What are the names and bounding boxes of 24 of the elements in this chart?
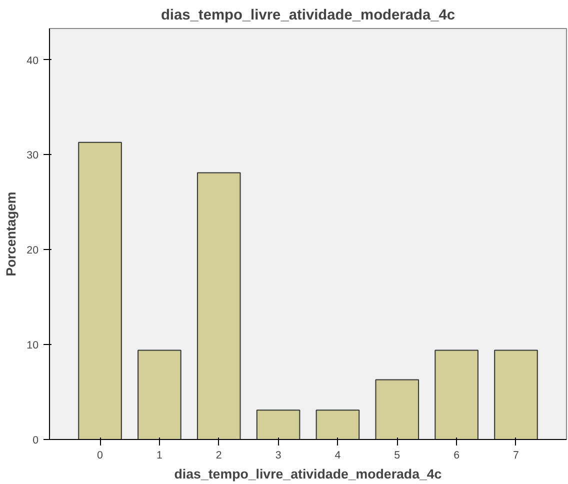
y-tick-label: 20 bbox=[26, 244, 39, 257]
x-tick-label: 5 bbox=[394, 450, 400, 462]
y-tick-label: 30 bbox=[26, 150, 39, 162]
x-axis-title: dias_tempo_livre_atividade_moderada_4c bbox=[174, 466, 442, 482]
x-tick-label: 7 bbox=[513, 450, 520, 462]
bar bbox=[375, 379, 420, 440]
bar bbox=[138, 350, 182, 440]
chart-title: dias_tempo_livre_atividade_moderada_4c bbox=[160, 8, 456, 24]
x-tick-label: 2 bbox=[216, 450, 222, 462]
y-tick-label: 10 bbox=[26, 340, 39, 352]
x-tick-label: 0 bbox=[97, 450, 104, 462]
bar bbox=[196, 172, 241, 440]
bar bbox=[494, 350, 538, 440]
x-tick-label: 6 bbox=[454, 450, 460, 462]
bar bbox=[434, 350, 478, 440]
x-tick-label: 1 bbox=[156, 450, 162, 462]
x-tick-label: 4 bbox=[334, 450, 341, 462]
x-tick-label: 3 bbox=[275, 450, 282, 462]
y-tick-label: 0 bbox=[32, 434, 39, 446]
bar bbox=[256, 410, 300, 440]
y-tick-label: 40 bbox=[26, 54, 39, 67]
y-axis-title: Porcentagem bbox=[4, 192, 19, 276]
bar bbox=[78, 142, 122, 440]
bar bbox=[316, 410, 360, 440]
